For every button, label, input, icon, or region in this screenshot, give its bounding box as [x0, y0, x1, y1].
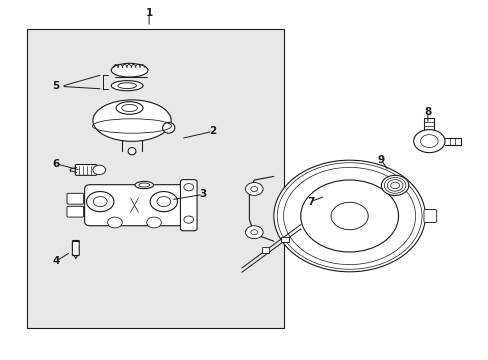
Circle shape	[93, 165, 105, 175]
Circle shape	[245, 183, 263, 195]
Ellipse shape	[118, 83, 136, 89]
Ellipse shape	[162, 122, 175, 133]
Circle shape	[250, 186, 257, 192]
FancyBboxPatch shape	[67, 206, 83, 217]
Circle shape	[86, 192, 114, 212]
Text: 9: 9	[377, 155, 384, 165]
Circle shape	[381, 175, 408, 195]
Circle shape	[183, 216, 193, 223]
FancyBboxPatch shape	[180, 180, 197, 231]
Circle shape	[183, 184, 193, 191]
Ellipse shape	[122, 104, 137, 112]
FancyBboxPatch shape	[423, 210, 436, 222]
Circle shape	[413, 130, 444, 153]
Circle shape	[245, 226, 263, 239]
Text: 1: 1	[145, 8, 152, 18]
Ellipse shape	[139, 183, 149, 187]
Ellipse shape	[128, 148, 136, 155]
Circle shape	[107, 217, 122, 228]
Text: 6: 6	[53, 159, 60, 169]
Text: 4: 4	[52, 256, 60, 266]
Circle shape	[273, 160, 425, 272]
Ellipse shape	[116, 102, 142, 114]
FancyBboxPatch shape	[67, 193, 83, 204]
Circle shape	[330, 202, 367, 230]
Ellipse shape	[111, 81, 142, 91]
Circle shape	[390, 182, 399, 189]
Text: 5: 5	[53, 81, 60, 91]
Text: 2: 2	[209, 126, 216, 136]
Bar	[281, 237, 288, 242]
Circle shape	[157, 197, 170, 207]
Bar	[261, 247, 268, 253]
Text: 8: 8	[424, 107, 430, 117]
Text: 7: 7	[306, 197, 314, 207]
Circle shape	[300, 180, 398, 252]
FancyBboxPatch shape	[84, 185, 194, 226]
FancyBboxPatch shape	[75, 165, 97, 175]
Circle shape	[93, 197, 107, 207]
Circle shape	[250, 230, 257, 235]
Circle shape	[150, 192, 177, 212]
Bar	[27, 29, 283, 328]
Ellipse shape	[93, 100, 171, 141]
FancyBboxPatch shape	[72, 240, 79, 256]
Circle shape	[420, 135, 437, 148]
Text: 3: 3	[199, 189, 206, 199]
Ellipse shape	[135, 181, 153, 189]
Ellipse shape	[111, 63, 147, 77]
Circle shape	[146, 217, 161, 228]
